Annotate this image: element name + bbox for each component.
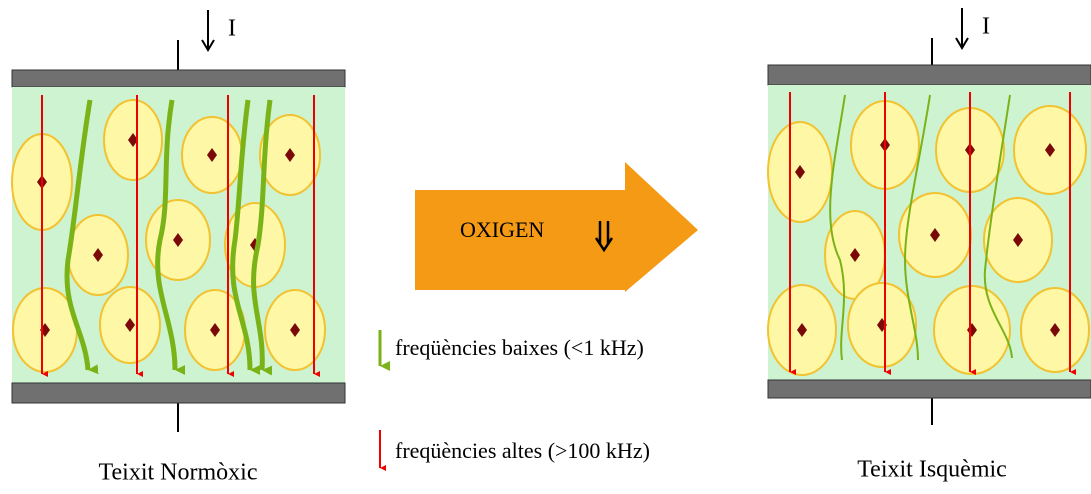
electrode [12,70,345,87]
legend-text: freqüències altes (>100 kHz) [395,438,650,463]
current-label: I [228,16,236,42]
caption: Teixit Isquèmic [857,457,1007,483]
electrode [768,65,1091,85]
oxygen-arrow [415,162,698,292]
electrode [12,383,345,403]
diagram: I Teixit Normòxic I Teixit Isquèmic OXIG… [0,0,1091,494]
electrode [768,380,1091,398]
ischemic-panel: I Teixit Isquèmic [768,8,1091,483]
current-label: I [982,14,990,40]
page: I Teixit Normòxic I Teixit Isquèmic OXIG… [0,0,1091,494]
normoxic-panel: I Teixit Normòxic [12,10,345,486]
legend-text: freqüències baixes (<1 kHz) [395,335,644,360]
oxygen-label: OXIGEN [460,217,544,242]
caption: Teixit Normòxic [99,460,258,486]
